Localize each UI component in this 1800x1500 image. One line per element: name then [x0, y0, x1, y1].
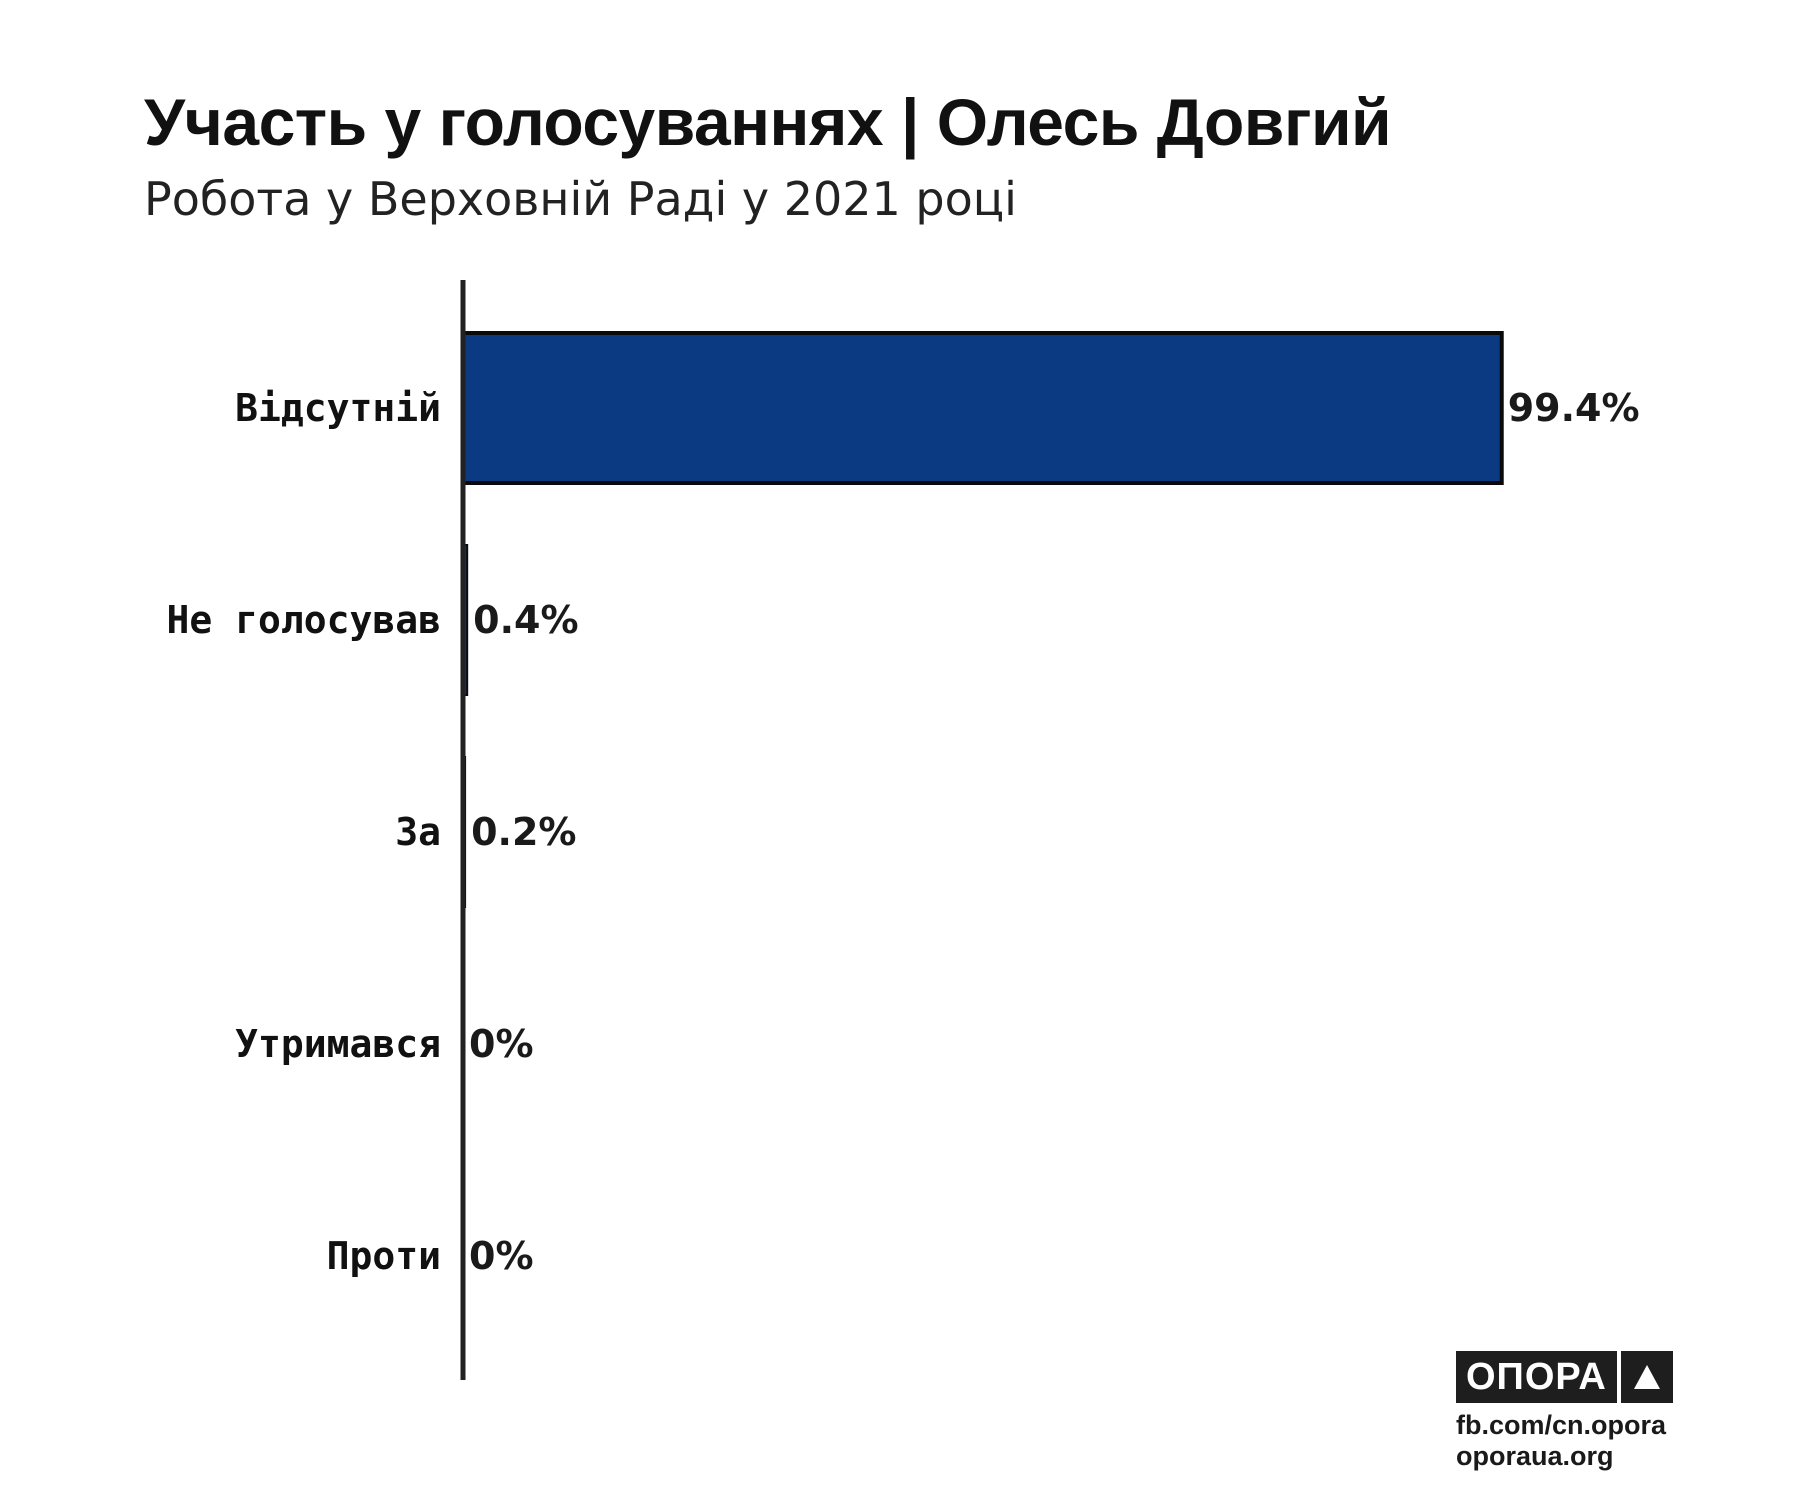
data-label: 0.2% — [471, 810, 576, 854]
chart-subtitle: Робота у Верховній Раді у 2021 році — [144, 172, 1017, 226]
data-label: 99.4% — [1508, 386, 1640, 430]
chart-title: Участь у голосуваннях | Олесь Довгий — [144, 85, 1392, 159]
category-label: Відсутній — [235, 386, 441, 430]
source-links: fb.com/cn.opora oporaua.org — [1456, 1410, 1666, 1472]
website-link[interactable]: oporaua.org — [1456, 1441, 1614, 1471]
data-label: 0.4% — [473, 598, 578, 642]
category-label: Не голосував — [166, 598, 441, 642]
bar-0 — [461, 331, 1504, 485]
triangle-up-icon — [1620, 1351, 1673, 1403]
data-label: 0% — [469, 1234, 534, 1278]
facebook-link[interactable]: fb.com/cn.opora — [1456, 1410, 1667, 1440]
category-label: Утримався — [235, 1022, 441, 1066]
logo-text: ОПОРА — [1456, 1351, 1617, 1403]
data-label: 0% — [469, 1022, 534, 1066]
category-label: Проти — [327, 1234, 441, 1278]
category-label: За — [395, 810, 441, 854]
opora-logo: ОПОРА — [1456, 1351, 1673, 1403]
